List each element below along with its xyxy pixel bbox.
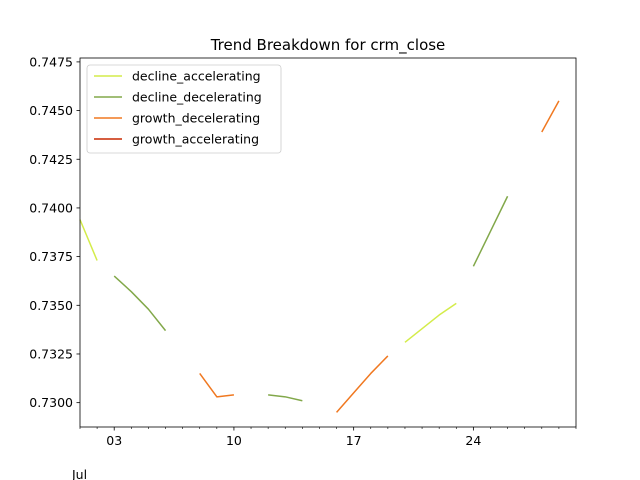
y-tick-label: 0.7375: [29, 249, 73, 264]
series-line-growth_decelerating-segment-1: [199, 373, 235, 398]
x-tick-label: 17: [346, 433, 362, 448]
chart-title: Trend Breakdown for crm_close: [210, 36, 446, 55]
y-tick-label: 0.7300: [29, 395, 73, 410]
y-tick-label: 0.7425: [29, 152, 73, 167]
y-tick-label: 0.7325: [29, 346, 73, 361]
series-line-decline_decelerating-segment-3: [472, 195, 509, 267]
plot-frame: [79, 57, 577, 428]
legend-box: [86, 64, 282, 154]
y-tick-label: 0.7400: [29, 200, 73, 215]
x-tick-label: 10: [226, 433, 242, 448]
legend: decline_accelerating decline_decelerating…: [86, 64, 282, 154]
x-tick-label: 24: [465, 433, 481, 448]
y-axis: 0.7300 0.7325 0.7350 0.7375 0.7400 0.7425 0.74…: [29, 54, 80, 410]
y-tick-label: 0.7350: [29, 298, 73, 313]
legend-label-growth_accelerating: growth_accelerating: [132, 132, 259, 147]
legend-label-decline_accelerating: decline_accelerating: [132, 69, 261, 84]
plot-lines: [79, 100, 560, 413]
y-tick-label: 0.7450: [29, 103, 73, 118]
x-offset-label: Jul: [71, 467, 87, 480]
series-line-decline_accelerating-segment-2: [404, 302, 457, 343]
x-axis: 03 10 17 24: [79, 427, 577, 448]
x-tick-label: 03: [106, 433, 122, 448]
legend-label-growth_decelerating: growth_decelerating: [132, 111, 260, 126]
series-line-growth_decelerating-segment-3: [541, 100, 560, 133]
series-line-decline_accelerating-segment-1: [79, 219, 98, 261]
legend-label-decline_decelerating: decline_decelerating: [132, 90, 262, 105]
series-line-decline_decelerating-segment-2: [268, 394, 303, 402]
series-line-growth_decelerating-segment-2: [335, 355, 389, 413]
series-line-decline_decelerating-segment-1: [113, 275, 167, 332]
y-tick-label: 0.7475: [29, 54, 73, 69]
